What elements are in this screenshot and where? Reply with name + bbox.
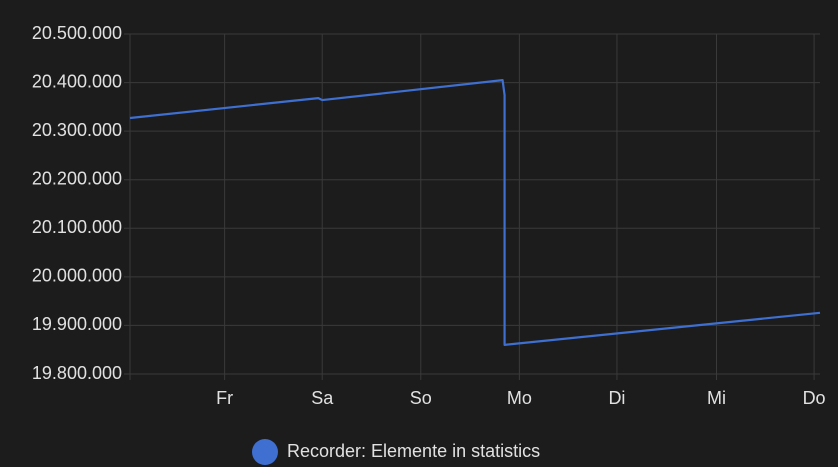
- legend-swatch: [252, 439, 278, 465]
- y-tick-label: 20.000.000: [32, 266, 122, 286]
- y-tick-label: 20.400.000: [32, 71, 122, 91]
- y-tick-label: 20.500.000: [32, 23, 122, 43]
- y-tick-label: 20.100.000: [32, 217, 122, 237]
- x-tick-label: So: [410, 388, 432, 408]
- x-tick-label: Fr: [216, 388, 233, 408]
- x-tick-label: Sa: [311, 388, 334, 408]
- data-line: [129, 79, 821, 346]
- legend-label: Recorder: Elemente in statistics: [287, 441, 540, 461]
- y-tick-label: 19.800.000: [32, 363, 122, 383]
- y-tick-label: 20.200.000: [32, 168, 122, 188]
- y-tick-label: 20.300.000: [32, 120, 122, 140]
- y-tick-label: 19.900.000: [32, 314, 122, 334]
- x-tick-label: Mo: [507, 388, 532, 408]
- x-tick-label: Di: [608, 388, 625, 408]
- x-tick-label: Do: [803, 388, 826, 408]
- x-tick-label: Mi: [707, 388, 726, 408]
